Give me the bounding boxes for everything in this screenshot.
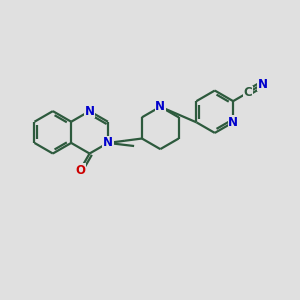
Text: O: O — [75, 164, 85, 177]
Text: N: N — [85, 105, 94, 118]
Text: N: N — [228, 116, 238, 129]
Text: N: N — [103, 136, 113, 149]
Text: C: C — [244, 86, 252, 99]
Text: N: N — [155, 100, 165, 113]
Text: N: N — [257, 78, 268, 91]
